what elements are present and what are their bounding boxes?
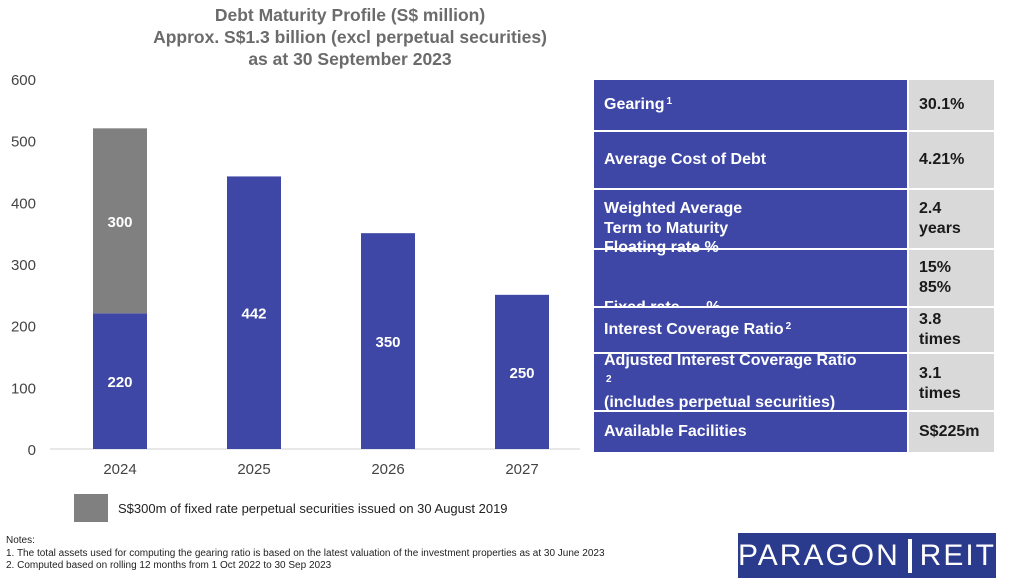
- kpi-label-watm-line1: Weighted Average: [604, 200, 743, 217]
- debt-maturity-chart: 0 100 200 300 400 500 600 220 300 442 350 250 2024…: [11, 72, 580, 478]
- kpi-value-watm: 2.4 years: [909, 190, 994, 248]
- kpi-value-cost-of-debt: 4.21%: [909, 132, 994, 188]
- kpi-label-gearing-text: Gearing: [604, 96, 665, 113]
- bar-2027-series-0: [495, 294, 549, 449]
- chart-legend: S$300m of fixed rate perpetual securitie…: [74, 494, 508, 522]
- bar-2025-series-0: [227, 176, 281, 449]
- note-2: 2. Computed based on rolling 12 months f…: [6, 560, 332, 571]
- kpi-value-gearing: 30.1%: [909, 80, 994, 130]
- kpi-label-adjusted-icr-text: Adjusted Interest Coverage Ratio: [604, 352, 857, 369]
- kpi-value-adjusted-icr: 3.1 times: [909, 354, 994, 410]
- kpi-value-floating-rate: 15%: [919, 259, 952, 276]
- kpi-label-icr: Interest Coverage Ratio 2: [594, 308, 907, 352]
- kpi-label-icr-text: Interest Coverage Ratio: [604, 321, 784, 338]
- y-axis: 0 100 200 300 400 500 600: [11, 72, 36, 459]
- logo-text-reit: REIT: [919, 538, 996, 572]
- bar-2026-series-0: [361, 233, 415, 449]
- y-tick-label: 100: [11, 380, 36, 397]
- note-1: 1. The total assets used for computing t…: [6, 547, 605, 559]
- footnotes: Notes: 1. The total assets used for comp…: [6, 535, 605, 573]
- kpi-value-rate-mix: 15% 85%: [909, 250, 994, 306]
- legend-label-perpetual: S$300m of fixed rate perpetual securitie…: [118, 500, 508, 516]
- kpi-value-facilities: S$225m: [909, 412, 994, 452]
- kpi-value-icr: 3.8 times: [909, 308, 994, 352]
- chart-subtitle-line3: as at 30 September 2023: [248, 49, 452, 69]
- chart-title: Debt Maturity Profile (S$ million) Appro…: [70, 4, 630, 70]
- kpi-row-facilities: Available Facilities S$225m: [594, 412, 994, 452]
- kpi-row-icr: Interest Coverage Ratio 2 3.8 times: [594, 308, 994, 352]
- kpi-label-gearing: Gearing 1: [594, 80, 907, 130]
- bars-group: 220 300 442 350 250: [93, 128, 549, 449]
- logo-divider: [907, 538, 912, 573]
- kpi-row-watm: Weighted Average Term to Maturity 2.4 ye…: [594, 190, 994, 248]
- data-label-2026-series-0: 350: [375, 334, 400, 351]
- y-tick-label: 0: [28, 442, 36, 459]
- kpi-row-gearing: Gearing 1 30.1%: [594, 80, 994, 130]
- x-axis: 2024 2025 2026 2027: [103, 461, 538, 478]
- y-tick-label: 500: [11, 134, 36, 151]
- y-tick-label: 400: [11, 195, 36, 212]
- x-tick-label-2025: 2025: [237, 461, 270, 478]
- kpi-row-adjusted-icr: Adjusted Interest Coverage Ratio 2 (inclu…: [594, 351, 994, 411]
- notes-heading: Notes:: [6, 535, 35, 546]
- kpi-label-adjusted-icr-line2: (includes perpetual securities): [604, 394, 836, 411]
- x-tick-label-2027: 2027: [505, 461, 538, 478]
- y-tick-label: 200: [11, 319, 36, 336]
- kpi-footnote-2: 2: [785, 321, 792, 332]
- kpi-label-watm: Weighted Average Term to Maturity: [594, 190, 907, 248]
- y-tick-label: 600: [11, 72, 36, 89]
- bar-2024-series-0: [93, 313, 147, 449]
- data-label-2025-series-0: 442: [241, 306, 266, 323]
- chart-subtitle-line2: Approx. S$1.3 billion (excl perpetual se…: [153, 27, 547, 47]
- data-label-2024-series-1: 300: [107, 214, 132, 231]
- legend-swatch-perpetual: [74, 494, 108, 522]
- kpi-value-fixed-rate: 85%: [919, 279, 952, 296]
- kpi-label-adjusted-icr-line1: Adjusted Interest Coverage Ratio 2: [604, 351, 857, 393]
- kpi-label-adjusted-icr: Adjusted Interest Coverage Ratio 2 (inclu…: [594, 351, 907, 411]
- kpi-label-watm-line2: Term to Maturity: [604, 220, 729, 237]
- kpi-label-facilities: Available Facilities: [594, 412, 907, 452]
- kpi-row-rate-mix: Floating rate % Fixed rate % 15% 85%: [594, 239, 994, 316]
- kpi-label-rate-mix: Floating rate % Fixed rate %: [594, 239, 907, 316]
- bar-2024-series-1: [93, 128, 147, 314]
- kpi-label-floating-rate: Floating rate %: [604, 239, 719, 256]
- kpi-footnote-2b: 2: [606, 374, 612, 385]
- logo-text-paragon: PARAGON: [738, 538, 900, 572]
- chart-title-line1: Debt Maturity Profile (S$ million): [214, 5, 486, 25]
- paragon-reit-logo: PARAGON REIT: [738, 533, 996, 578]
- kpi-footnote-1: 1: [666, 96, 673, 107]
- x-tick-label-2026: 2026: [371, 461, 404, 478]
- data-label-2024-series-0: 220: [107, 374, 132, 391]
- capital-management-table: Gearing 1 30.1% Average Cost of Debt 4.21…: [594, 80, 994, 452]
- x-tick-label-2024: 2024: [103, 461, 136, 478]
- kpi-row-cost-of-debt: Average Cost of Debt 4.21%: [594, 132, 994, 188]
- y-tick-label: 300: [11, 257, 36, 274]
- data-label-2027-series-0: 250: [509, 365, 534, 382]
- kpi-label-cost-of-debt: Average Cost of Debt: [594, 132, 907, 188]
